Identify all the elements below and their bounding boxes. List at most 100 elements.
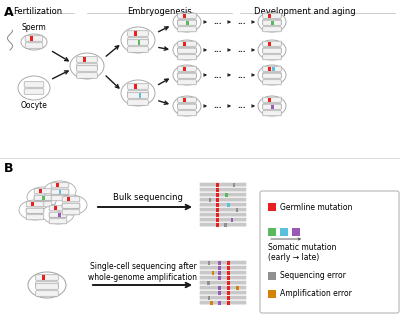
FancyBboxPatch shape [62, 197, 80, 202]
Bar [138, 40, 140, 45]
Bar [58, 213, 61, 217]
Bar [56, 183, 59, 187]
FancyBboxPatch shape [128, 31, 148, 36]
FancyBboxPatch shape [128, 91, 148, 96]
FancyBboxPatch shape [200, 271, 246, 274]
Ellipse shape [258, 96, 286, 116]
Ellipse shape [173, 12, 201, 32]
Bar [216, 213, 219, 217]
Bar [218, 290, 221, 294]
FancyBboxPatch shape [178, 27, 196, 32]
Text: ...: ... [214, 70, 222, 79]
Ellipse shape [173, 40, 201, 60]
Ellipse shape [19, 200, 51, 220]
FancyBboxPatch shape [200, 276, 246, 279]
Bar [134, 31, 136, 36]
FancyBboxPatch shape [178, 41, 196, 46]
FancyBboxPatch shape [200, 213, 246, 216]
FancyBboxPatch shape [263, 20, 281, 25]
Bar [236, 208, 238, 212]
FancyBboxPatch shape [260, 191, 399, 313]
Text: B: B [4, 162, 14, 175]
FancyBboxPatch shape [49, 206, 67, 211]
FancyBboxPatch shape [200, 296, 246, 299]
FancyBboxPatch shape [77, 73, 97, 78]
FancyBboxPatch shape [178, 48, 196, 53]
Bar [268, 203, 276, 211]
Bar [218, 276, 221, 280]
Bar [227, 290, 230, 294]
FancyBboxPatch shape [200, 198, 246, 201]
FancyBboxPatch shape [25, 43, 43, 48]
Bar [186, 21, 189, 25]
Bar [30, 36, 33, 41]
Text: Single-cell sequencing after
whole-genome amplification: Single-cell sequencing after whole-genom… [88, 262, 198, 282]
FancyBboxPatch shape [24, 82, 44, 87]
Bar [268, 290, 276, 298]
FancyBboxPatch shape [263, 27, 281, 32]
FancyBboxPatch shape [36, 284, 58, 289]
FancyBboxPatch shape [34, 202, 52, 207]
Text: ...: ... [214, 102, 222, 111]
Bar [31, 202, 34, 206]
FancyBboxPatch shape [263, 48, 281, 53]
FancyBboxPatch shape [26, 202, 44, 207]
FancyBboxPatch shape [34, 195, 52, 200]
FancyBboxPatch shape [178, 48, 196, 53]
Bar [208, 261, 210, 265]
FancyBboxPatch shape [200, 208, 246, 211]
Text: ...: ... [238, 102, 246, 111]
FancyBboxPatch shape [200, 291, 246, 294]
Bar [216, 222, 219, 226]
Bar [227, 266, 230, 270]
Ellipse shape [18, 76, 50, 100]
FancyBboxPatch shape [49, 212, 67, 217]
Bar [218, 300, 221, 305]
Bar [83, 57, 86, 62]
FancyBboxPatch shape [200, 266, 246, 269]
Bar [231, 218, 234, 221]
FancyBboxPatch shape [128, 38, 148, 43]
FancyBboxPatch shape [62, 203, 80, 208]
FancyBboxPatch shape [178, 20, 196, 25]
FancyBboxPatch shape [51, 189, 69, 194]
FancyBboxPatch shape [178, 55, 196, 60]
FancyBboxPatch shape [49, 212, 67, 217]
Bar [134, 84, 136, 89]
Bar [224, 222, 226, 226]
FancyBboxPatch shape [178, 66, 196, 71]
Bar [280, 228, 288, 236]
FancyBboxPatch shape [26, 208, 44, 213]
FancyBboxPatch shape [24, 89, 44, 94]
Bar [227, 276, 230, 280]
FancyBboxPatch shape [26, 215, 44, 220]
FancyBboxPatch shape [178, 97, 196, 102]
Bar [183, 14, 186, 18]
Bar [268, 67, 271, 71]
FancyBboxPatch shape [263, 13, 281, 18]
FancyBboxPatch shape [263, 73, 281, 78]
Ellipse shape [21, 34, 47, 50]
Bar [218, 286, 221, 289]
Ellipse shape [121, 80, 155, 106]
FancyBboxPatch shape [263, 55, 281, 60]
FancyBboxPatch shape [263, 80, 281, 85]
FancyBboxPatch shape [263, 48, 281, 53]
Bar [227, 261, 230, 265]
FancyBboxPatch shape [200, 218, 246, 221]
FancyBboxPatch shape [178, 73, 196, 78]
FancyBboxPatch shape [36, 291, 58, 296]
FancyBboxPatch shape [128, 100, 148, 105]
FancyBboxPatch shape [77, 66, 97, 71]
Bar [233, 183, 235, 187]
FancyBboxPatch shape [263, 41, 281, 46]
Text: Bulk sequencing: Bulk sequencing [113, 194, 183, 202]
FancyBboxPatch shape [263, 111, 281, 116]
Bar [227, 281, 230, 285]
Ellipse shape [258, 40, 286, 60]
FancyBboxPatch shape [128, 84, 148, 89]
Bar [227, 300, 230, 305]
Bar [218, 266, 221, 270]
Text: ...: ... [238, 46, 246, 55]
FancyBboxPatch shape [263, 104, 281, 109]
